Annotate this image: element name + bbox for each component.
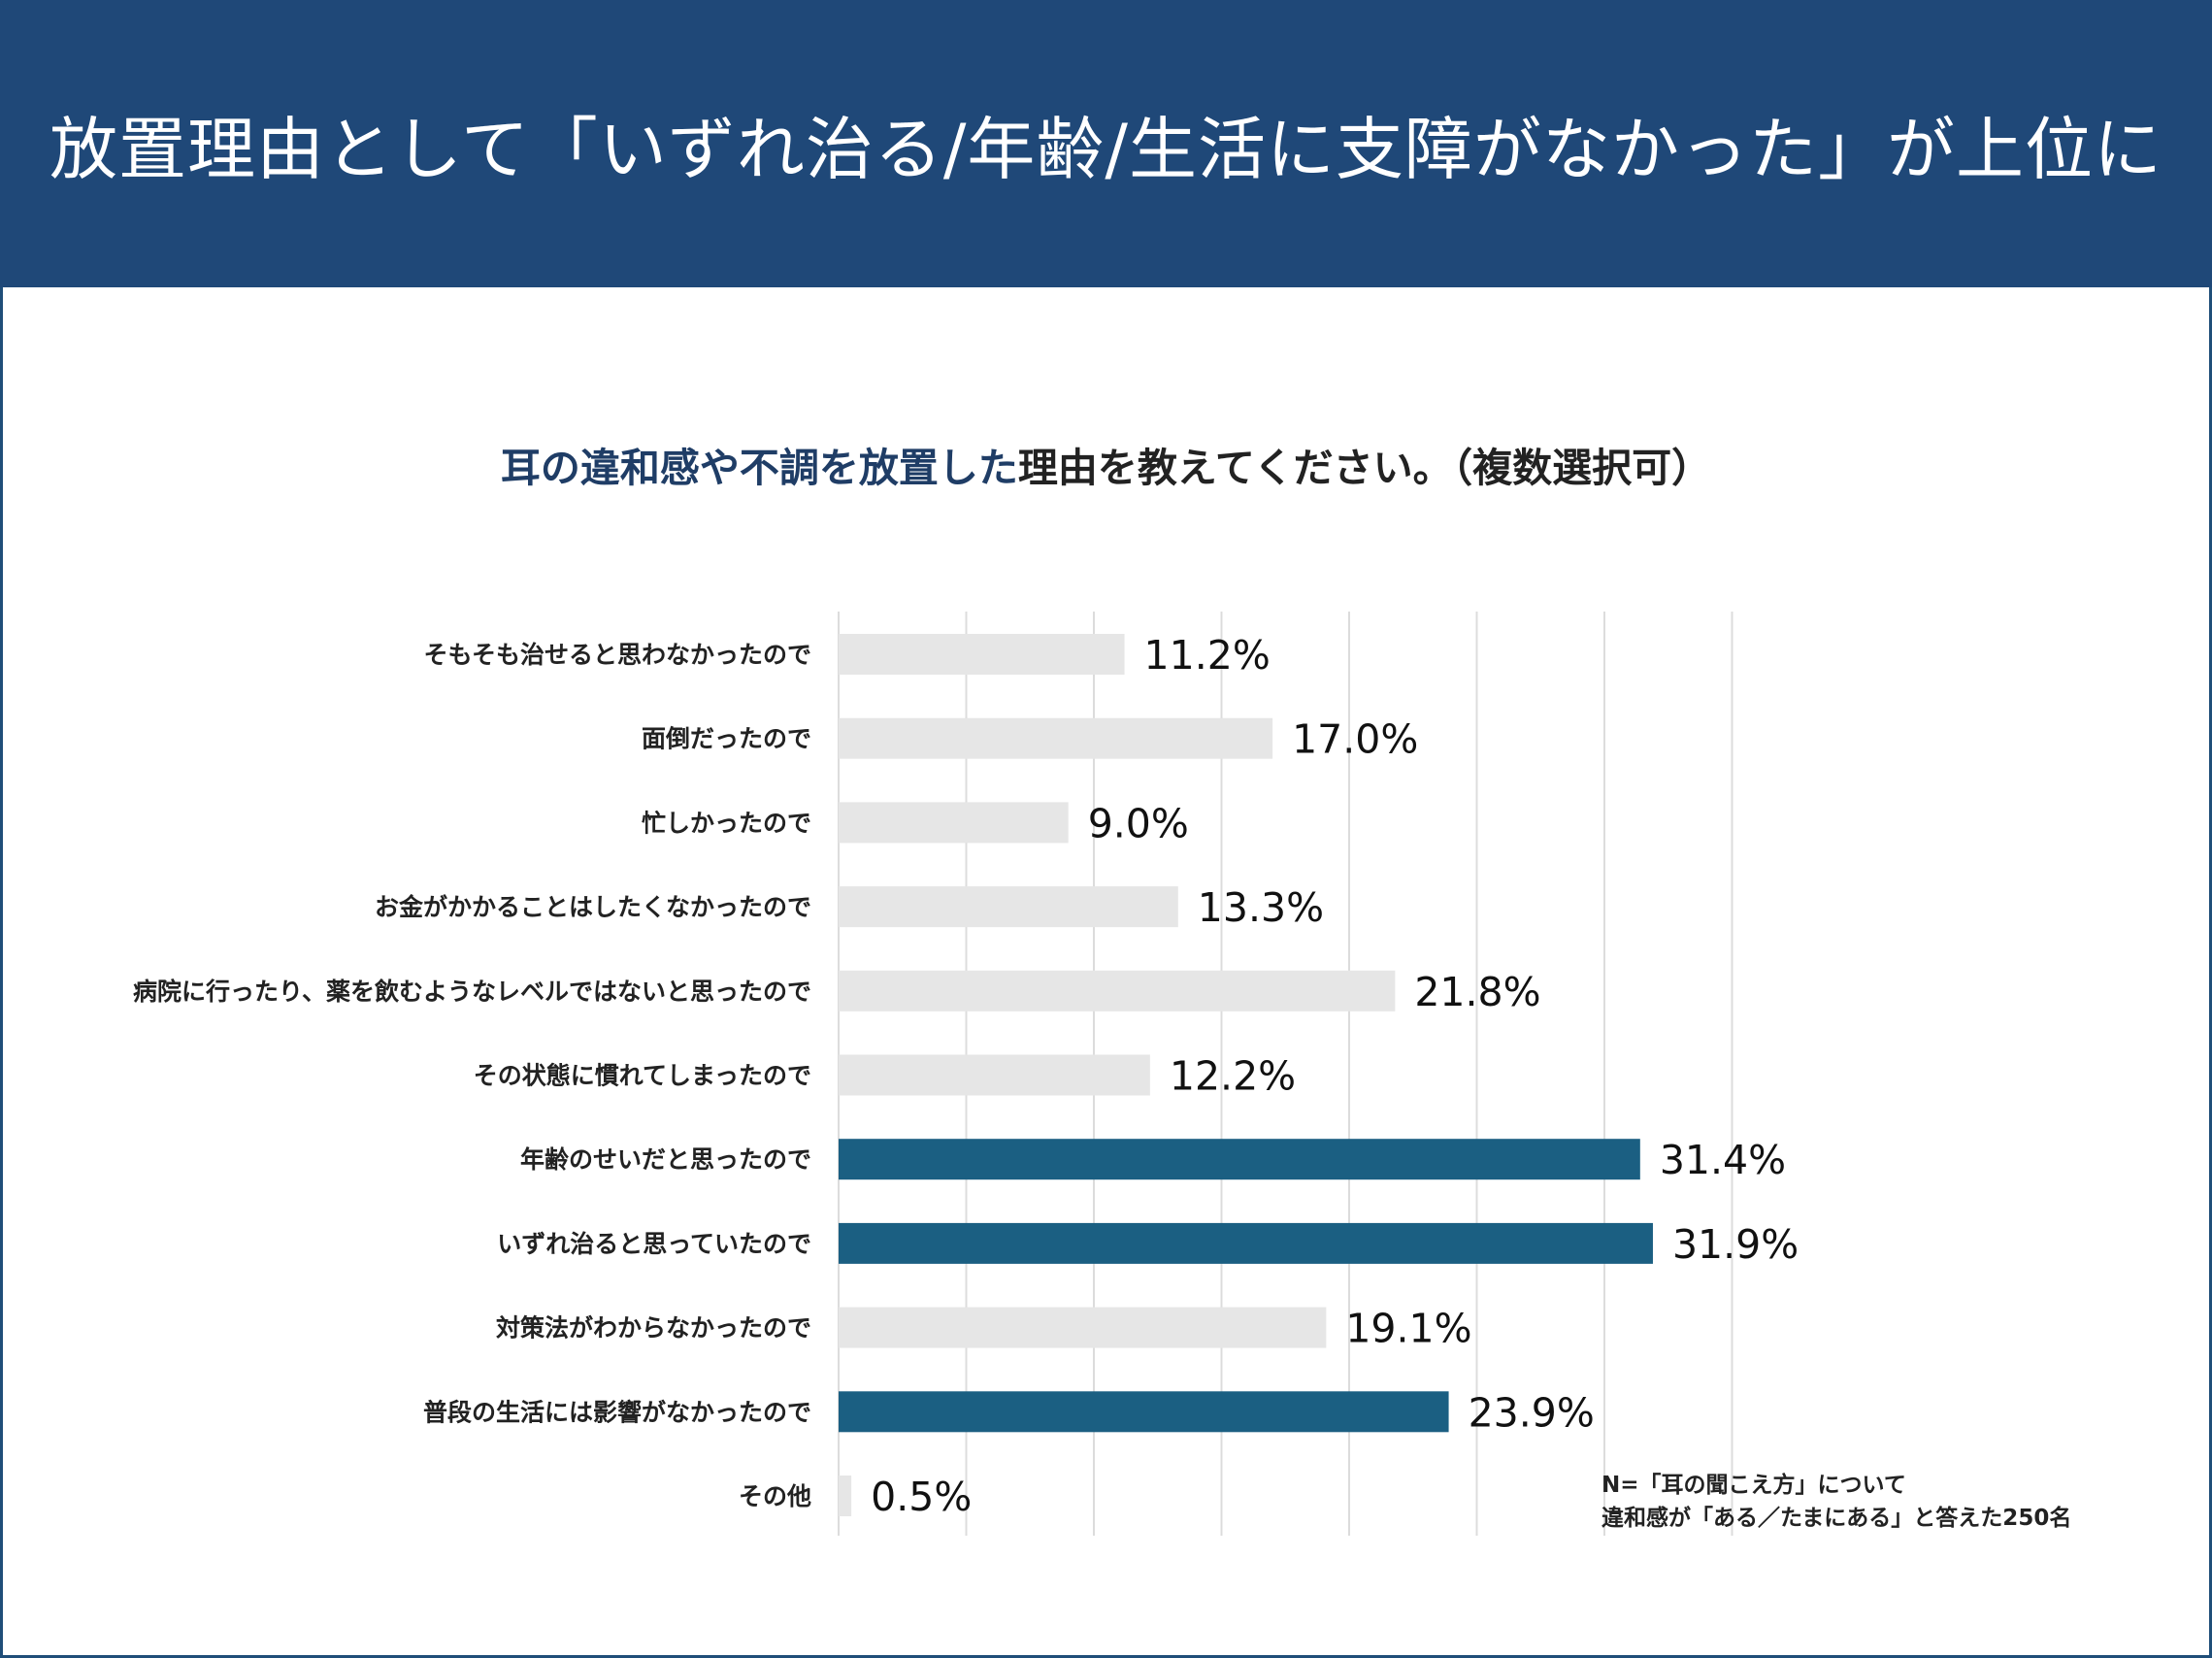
- bar: [839, 1476, 852, 1516]
- value-label: 23.9%: [1469, 1389, 1595, 1436]
- category-label: 普段の生活には影響がなかったので: [423, 1398, 811, 1426]
- value-label: 19.1%: [1345, 1306, 1471, 1352]
- bar: [839, 1307, 1327, 1348]
- bar: [839, 1222, 1653, 1264]
- value-label: 31.9%: [1672, 1221, 1799, 1268]
- chart-value-labels: 11.2% 17.0% 9.0%13.3% 21.8% 12.2% 31.4% 31.9% 1…: [871, 632, 1799, 1520]
- page-title: 放置理由として「いずれ治る/年齢/生活に支障がなかった」が上位に: [49, 109, 2163, 189]
- category-label: そもそも治せると思わなかったので: [423, 641, 811, 669]
- bar: [839, 634, 1125, 675]
- bar: [839, 1139, 1640, 1180]
- sample-note: N=「耳の聞こえ方」について 違和感が「ある／たまにある」と答えた250名: [1601, 1469, 2071, 1535]
- value-label: 13.3%: [1198, 884, 1324, 931]
- chart-question: 耳の違和感や不調を放置した理由を教えてください。（複数選択可）: [0, 435, 2212, 493]
- value-label: 11.2%: [1144, 632, 1271, 679]
- bar: [839, 1391, 1449, 1433]
- bar: [839, 886, 1178, 928]
- chart-category-labels: そもそも治せると思わなかったので面倒だったので忙しかったのでお金がかかることはし…: [133, 641, 811, 1510]
- value-label: 0.5%: [871, 1474, 972, 1520]
- bar: [839, 970, 1396, 1011]
- sample-note-line-1: N=「耳の聞こえ方」について: [1601, 1473, 1906, 1498]
- bar: [839, 802, 1069, 844]
- category-label: 忙しかったので: [642, 809, 811, 837]
- header-banner: 放置理由として「いずれ治る/年齢/生活に支障がなかった」が上位に: [0, 0, 2212, 287]
- sample-note-line-2: 違和感が「ある／たまにある」と答えた250名: [1601, 1506, 2072, 1531]
- bar: [839, 717, 1273, 759]
- chart-bars: [839, 634, 1653, 1516]
- value-label: 17.0%: [1292, 716, 1418, 763]
- value-label: 31.4%: [1660, 1137, 1786, 1183]
- question-part-2: 理由を教えてください。（複数選択可）: [1017, 445, 1712, 491]
- value-label: 9.0%: [1088, 800, 1189, 846]
- value-label: 21.8%: [1414, 969, 1540, 1015]
- category-label: 病院に行ったり、薬を飲むようなレベルではないと思ったので: [133, 978, 811, 1006]
- category-label: その状態に慣れてしまったので: [474, 1062, 811, 1090]
- category-label: 面倒だったので: [642, 725, 811, 753]
- category-label: いずれ治ると思っていたので: [497, 1230, 811, 1258]
- category-label: 年齢のせいだと思ったので: [520, 1145, 811, 1174]
- question-part-1: 耳の違和感や不調を放置した: [500, 445, 1018, 491]
- value-label: 12.2%: [1170, 1053, 1296, 1100]
- category-label: その他: [739, 1482, 811, 1510]
- bar: [839, 1054, 1150, 1096]
- category-label: お金がかかることはしたくなかったので: [375, 893, 811, 921]
- category-label: 対策法がわからなかったので: [496, 1314, 811, 1343]
